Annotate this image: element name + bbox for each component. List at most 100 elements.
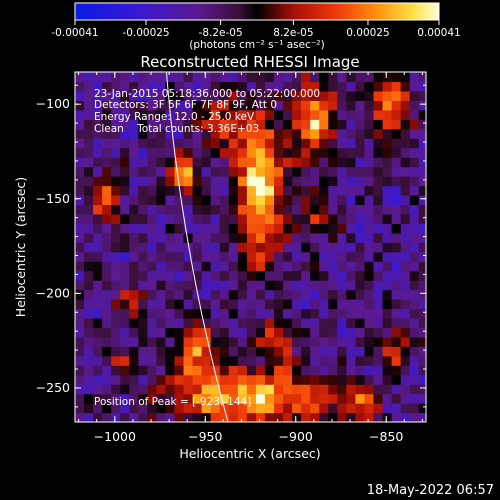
- heatmap-cell: [246, 157, 257, 168]
- heatmap-cell: [192, 355, 203, 366]
- heatmap-cell: [337, 128, 347, 139]
- heatmap-cell: [337, 299, 347, 310]
- heatmap-cell: [319, 119, 329, 130]
- heatmap-cell: [382, 213, 393, 224]
- heatmap-cell: [400, 176, 411, 187]
- heatmap-cell: [310, 213, 320, 224]
- heatmap-cell: [120, 403, 130, 414]
- heatmap-cell: [129, 147, 139, 158]
- heatmap-cell: [210, 128, 221, 139]
- heatmap-cell: [400, 355, 411, 366]
- heatmap-cell: [237, 365, 248, 376]
- heatmap-cell: [147, 317, 158, 329]
- heatmap-cell: [156, 128, 167, 139]
- heatmap-cell: [264, 138, 275, 149]
- heatmap-cell: [255, 393, 266, 404]
- heatmap-cell: [237, 346, 248, 357]
- heatmap-cell: [147, 374, 158, 385]
- heatmap-cell: [156, 251, 167, 262]
- heatmap-cell: [129, 317, 139, 329]
- heatmap-cell: [301, 280, 311, 291]
- heatmap-cell: [292, 299, 302, 310]
- heatmap-cell: [346, 412, 357, 422]
- heatmap-cell: [201, 336, 212, 347]
- heatmap-cell: [373, 90, 384, 101]
- heatmap-cell: [111, 289, 121, 300]
- heatmap-cell: [93, 308, 103, 319]
- heatmap-cell: [301, 308, 311, 319]
- heatmap-cell: [129, 100, 139, 111]
- heatmap-cell: [210, 412, 221, 422]
- heatmap-cell: [283, 232, 293, 243]
- heatmap-cell: [246, 90, 257, 101]
- heatmap-cell: [192, 270, 203, 281]
- heatmap-cell: [337, 280, 347, 291]
- heatmap-cell: [192, 346, 203, 357]
- heatmap-cell: [192, 166, 203, 177]
- heatmap-cell: [391, 213, 402, 224]
- heatmap-cell: [174, 393, 185, 404]
- heatmap-cell: [102, 185, 112, 196]
- heatmap-cell: [310, 109, 320, 120]
- heatmap-cell: [174, 299, 185, 310]
- heatmap-cell: [292, 412, 302, 422]
- heatmap-cell: [147, 327, 158, 338]
- heatmap-cell: [391, 412, 402, 422]
- heatmap-cell: [174, 147, 185, 158]
- heatmap-cell: [292, 270, 302, 281]
- heatmap-cell: [283, 251, 293, 262]
- heatmap-cell: [418, 128, 426, 139]
- heatmap-cell: [246, 346, 257, 357]
- heatmap-cell: [219, 280, 230, 291]
- heatmap-cell: [201, 384, 212, 395]
- heatmap-cell: [364, 317, 375, 329]
- heatmap-cell: [264, 346, 275, 357]
- heatmap-cell: [138, 185, 148, 196]
- heatmap-cell: [93, 157, 103, 168]
- heatmap-cell: [328, 384, 338, 395]
- heatmap-cell: [192, 374, 203, 385]
- heatmap-cell: [219, 204, 230, 215]
- heatmap-cell: [165, 176, 176, 187]
- heatmap-cell: [301, 232, 311, 243]
- heatmap-cell: [192, 213, 203, 224]
- heatmap-cell: [147, 90, 158, 101]
- heatmap-cell: [210, 346, 221, 357]
- heatmap-cell: [129, 166, 139, 177]
- heatmap-cell: [400, 166, 411, 177]
- heatmap-cell: [237, 100, 248, 111]
- heatmap-cell: [373, 374, 384, 385]
- heatmap-cell: [418, 138, 426, 149]
- heatmap-cell: [210, 403, 221, 414]
- heatmap-cell: [328, 261, 338, 272]
- heatmap-cell: [201, 346, 212, 357]
- heatmap-cell: [283, 412, 293, 422]
- heatmap-cell: [219, 242, 230, 253]
- heatmap-cell: [382, 412, 393, 422]
- heatmap-cell: [283, 374, 293, 385]
- heatmap-cell: [409, 365, 420, 376]
- heatmap-cell: [292, 194, 302, 206]
- heatmap-cell: [147, 213, 158, 224]
- chart-title: Reconstructed RHESSI Image: [140, 53, 359, 71]
- heatmap-cell: [418, 185, 426, 196]
- heatmap-cell: [219, 261, 230, 272]
- heatmap-cell: [192, 147, 203, 158]
- heatmap-cell: [75, 327, 85, 338]
- heatmap-cell: [183, 81, 194, 92]
- heatmap-cell: [328, 365, 338, 376]
- heatmap-cell: [129, 412, 139, 422]
- heatmap-cell: [147, 138, 158, 149]
- heatmap-cell: [274, 384, 284, 395]
- heatmap-cell: [400, 289, 411, 300]
- heatmap-cell: [129, 261, 139, 272]
- heatmap-cell: [391, 176, 402, 187]
- heatmap-cell: [75, 176, 85, 187]
- heatmap-cell: [409, 374, 420, 385]
- heatmap-cell: [418, 147, 426, 158]
- heatmap-cell: [210, 223, 221, 234]
- heatmap-cell: [246, 308, 257, 319]
- heatmap-cell: [409, 346, 420, 357]
- heatmap-cell: [255, 166, 266, 177]
- heatmap-cell: [337, 213, 347, 224]
